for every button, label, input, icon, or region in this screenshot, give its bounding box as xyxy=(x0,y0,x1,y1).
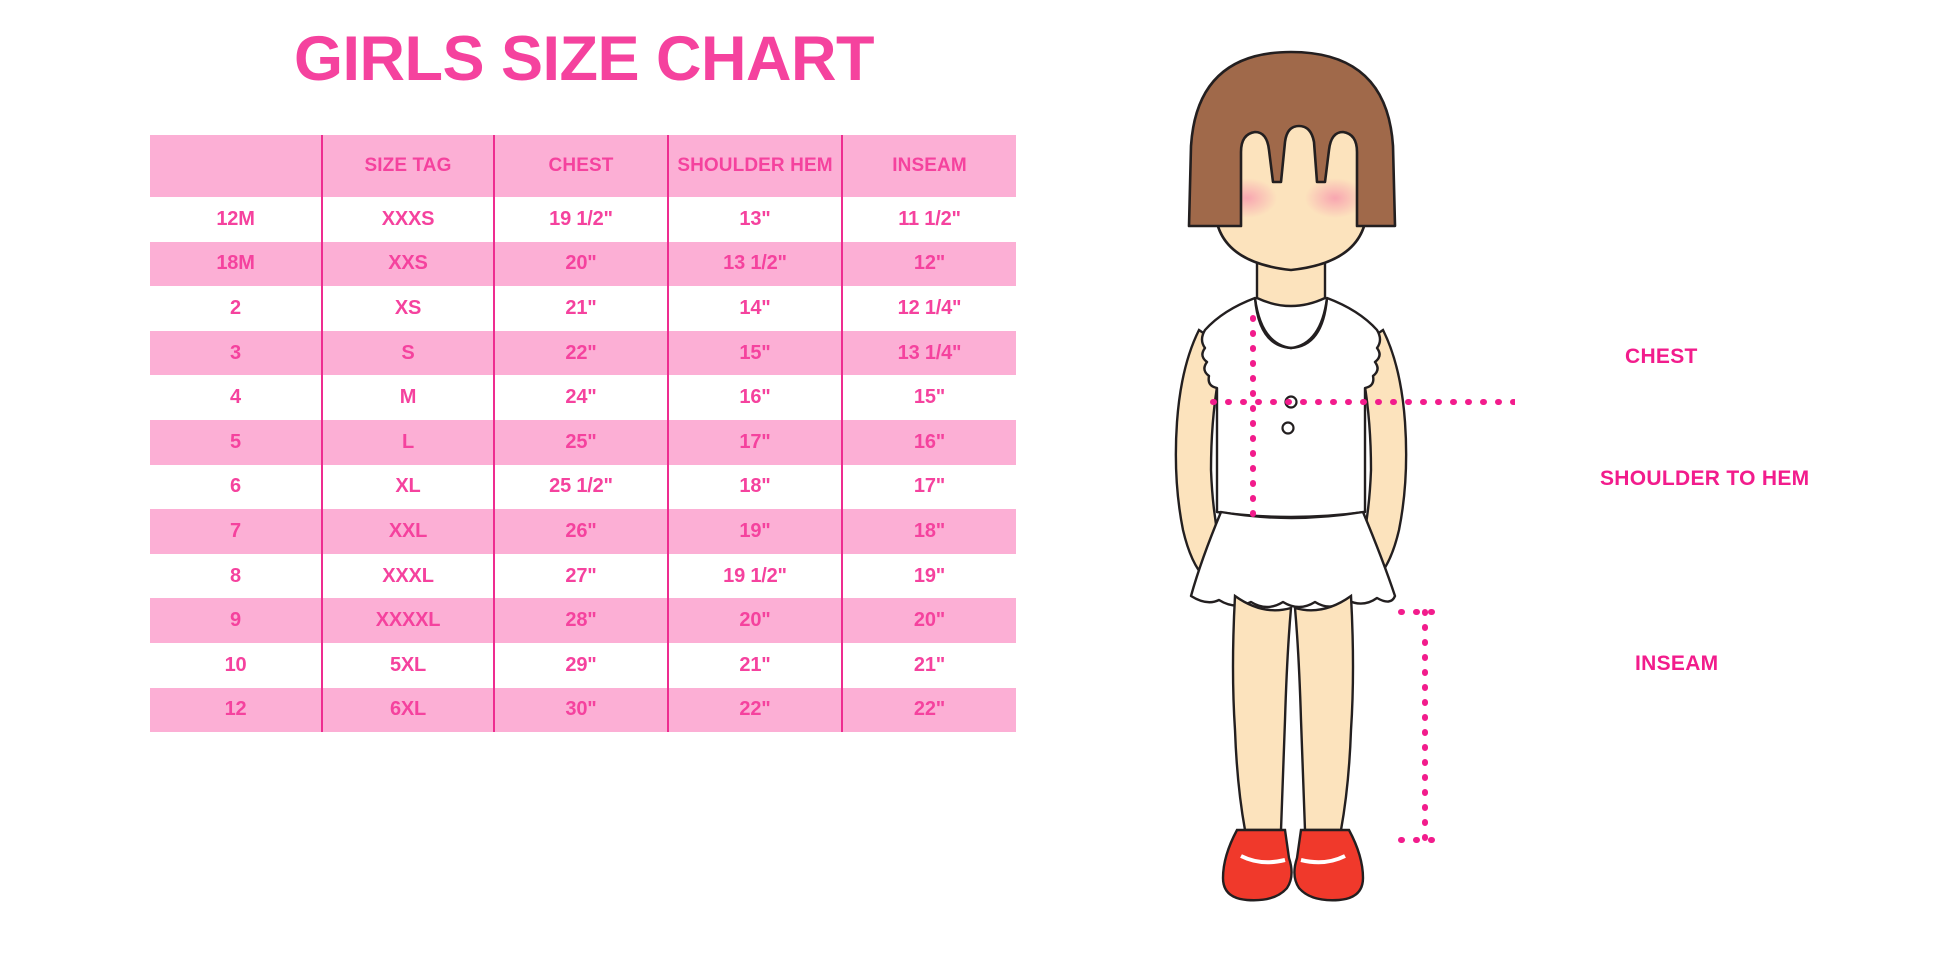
cell-shoulder-hem: 17" xyxy=(667,419,842,465)
cell-inseam: 12" xyxy=(841,241,1016,287)
cell-size-tag: XXXS xyxy=(321,197,494,242)
cell-size: 2 xyxy=(150,286,322,331)
cell-shoulder-hem: 19 1/2" xyxy=(667,553,842,599)
cell-chest: 27" xyxy=(493,553,668,599)
table-row: 7 XXL 26" 19" 18" xyxy=(150,509,1016,554)
cell-size-tag: XL xyxy=(321,464,494,510)
table-row: 8 XXXL 27" 19 1/2" 19" xyxy=(150,553,1016,599)
cell-size: 8 xyxy=(150,553,322,599)
column-header-shoulder-hem: SHOULDER HEM xyxy=(667,135,842,197)
girl-figure-illustration xyxy=(1095,30,1515,930)
cell-shoulder-hem: 13" xyxy=(667,197,842,242)
cell-size: 7 xyxy=(150,509,322,554)
cell-chest: 24" xyxy=(493,375,668,420)
hair-shape xyxy=(1187,50,1397,228)
column-header-size xyxy=(150,135,322,197)
table-row: 4 M 24" 16" 15" xyxy=(150,375,1016,420)
cell-inseam: 20" xyxy=(841,598,1016,643)
table-row: 2 XS 21" 14" 12 1/4" xyxy=(150,286,1016,331)
cell-inseam: 18" xyxy=(841,509,1016,554)
cell-size: 9 xyxy=(150,598,322,643)
table-row: 12M XXXS 19 1/2" 13" 11 1/2" xyxy=(150,197,1016,242)
cell-chest: 29" xyxy=(493,642,668,688)
top-garment-shape xyxy=(1200,296,1382,519)
column-header-inseam: INSEAM xyxy=(841,135,1016,197)
cell-shoulder-hem: 13 1/2" xyxy=(667,241,842,287)
cell-size-tag: XXS xyxy=(321,241,494,287)
cell-size-tag: XXXXL xyxy=(321,598,494,643)
cell-size-tag: M xyxy=(321,375,494,420)
table-row: 12 6XL 30" 22" 22" xyxy=(150,687,1016,733)
cell-size: 12 xyxy=(150,687,322,733)
callout-label-chest: CHEST xyxy=(1625,345,1698,368)
cell-size: 5 xyxy=(150,419,322,465)
skirt-shape xyxy=(1189,510,1397,609)
table-row: 18M XXS 20" 13 1/2" 12" xyxy=(150,241,1016,287)
cell-inseam: 16" xyxy=(841,419,1016,465)
cell-size: 6 xyxy=(150,464,322,510)
cell-inseam: 21" xyxy=(841,642,1016,688)
cell-inseam: 15" xyxy=(841,375,1016,420)
column-header-chest: CHEST xyxy=(493,135,668,197)
cell-shoulder-hem: 15" xyxy=(667,330,842,376)
cell-shoulder-hem: 21" xyxy=(667,642,842,688)
page-title: GIRLS SIZE CHART xyxy=(293,24,875,94)
cell-shoulder-hem: 18" xyxy=(667,464,842,510)
cell-size-tag: XXXL xyxy=(321,553,494,599)
table-header-row: SIZE TAG CHEST SHOULDER HEM INSEAM xyxy=(150,135,1016,197)
cell-shoulder-hem: 20" xyxy=(667,598,842,643)
cell-size-tag: 6XL xyxy=(321,687,494,733)
cell-size-tag: XS xyxy=(321,286,494,331)
cell-inseam: 17" xyxy=(841,464,1016,510)
table-row: 9 XXXXL 28" 20" 20" xyxy=(150,598,1016,643)
cell-size-tag: L xyxy=(321,419,494,465)
table-row: 3 S 22" 15" 13 1/4" xyxy=(150,330,1016,376)
cell-size: 18M xyxy=(150,241,322,287)
legs-shape xyxy=(1231,593,1355,832)
size-chart-table: SIZE TAG CHEST SHOULDER HEM INSEAM 12M XX… xyxy=(150,135,1016,733)
callout-label-inseam: INSEAM xyxy=(1635,652,1719,675)
cell-shoulder-hem: 14" xyxy=(667,286,842,331)
cell-size: 3 xyxy=(150,330,322,376)
callout-label-shoulder-to-hem: SHOULDER TO HEM xyxy=(1600,467,1810,490)
cell-chest: 25 1/2" xyxy=(493,464,668,510)
cell-inseam: 22" xyxy=(841,687,1016,733)
cell-chest: 20" xyxy=(493,241,668,287)
cell-chest: 28" xyxy=(493,598,668,643)
cell-shoulder-hem: 22" xyxy=(667,687,842,733)
shoes-shape xyxy=(1221,828,1365,902)
cell-size-tag: XXL xyxy=(321,509,494,554)
cell-size-tag: 5XL xyxy=(321,642,494,688)
cell-shoulder-hem: 19" xyxy=(667,509,842,554)
table-row: 6 XL 25 1/2" 18" 17" xyxy=(150,464,1016,510)
cell-size: 10 xyxy=(150,642,322,688)
cell-inseam: 12 1/4" xyxy=(841,286,1016,331)
cell-chest: 19 1/2" xyxy=(493,197,668,242)
cell-size: 12M xyxy=(150,197,322,242)
cell-chest: 22" xyxy=(493,330,668,376)
cell-chest: 21" xyxy=(493,286,668,331)
cell-shoulder-hem: 16" xyxy=(667,375,842,420)
column-header-size-tag: SIZE TAG xyxy=(321,135,494,197)
cell-chest: 26" xyxy=(493,509,668,554)
cell-size: 4 xyxy=(150,375,322,420)
left-arm-shape xyxy=(1174,328,1227,580)
cell-size-tag: S xyxy=(321,330,494,376)
table-row: 5 L 25" 17" 16" xyxy=(150,419,1016,465)
cell-chest: 25" xyxy=(493,419,668,465)
cell-chest: 30" xyxy=(493,687,668,733)
inseam-measure-bracket xyxy=(1398,609,1446,843)
cell-inseam: 13 1/4" xyxy=(841,330,1016,376)
table-row: 10 5XL 29" 21" 21" xyxy=(150,642,1016,688)
cell-inseam: 11 1/2" xyxy=(841,197,1016,242)
cell-inseam: 19" xyxy=(841,553,1016,599)
